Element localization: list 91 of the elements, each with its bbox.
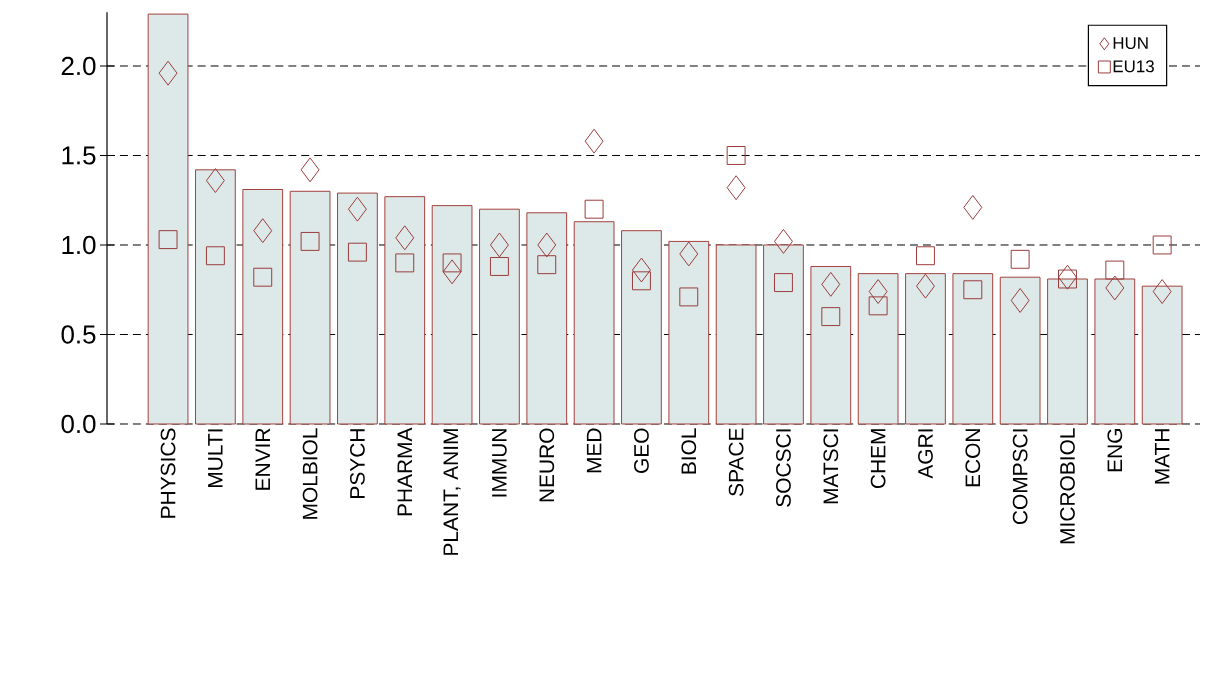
bar (999, 276, 1041, 425)
point (963, 280, 983, 300)
point (631, 257, 651, 283)
y-tick-label: 2.0 (61, 56, 96, 76)
point (205, 168, 225, 194)
point (253, 267, 273, 287)
point (300, 231, 320, 251)
point (347, 242, 367, 262)
x-tick-label: AGRI (918, 429, 933, 479)
point (868, 296, 888, 316)
point (584, 199, 604, 219)
point (963, 194, 983, 220)
point (1152, 235, 1172, 255)
point (537, 232, 557, 258)
bar (952, 273, 994, 425)
point (442, 259, 462, 285)
bar (479, 208, 520, 425)
x-tick-label: MULTI (208, 429, 223, 488)
x-tick-label: MATSCI (823, 429, 839, 504)
x-tick-label: ECON (965, 429, 981, 487)
point (584, 128, 604, 154)
legend-label: EU13 (1113, 60, 1154, 73)
point (916, 273, 935, 299)
point (158, 60, 178, 86)
x-tick-label: IMMUN (492, 429, 507, 497)
bar (905, 273, 946, 425)
x-tick-label: ENVIR (255, 428, 270, 490)
x-tick-label: CHEM (870, 429, 886, 489)
point (489, 232, 509, 258)
x-tick-label: GEO (634, 428, 649, 473)
point (1105, 260, 1125, 280)
point (679, 287, 699, 307)
x-tick-label: BIOL (681, 428, 697, 474)
bar (621, 230, 662, 425)
point (679, 241, 699, 267)
bar (384, 196, 426, 425)
point (726, 146, 746, 165)
x-tick-label: MOLBIOL (302, 428, 318, 519)
point (821, 271, 841, 297)
legend-label: HUN (1113, 37, 1148, 50)
x-tick-label: SOCSCI (776, 429, 791, 507)
bar (668, 240, 710, 425)
point (537, 255, 557, 275)
point (821, 307, 841, 327)
x-tick-label: MED (586, 428, 602, 473)
point (1105, 275, 1125, 301)
point (1010, 288, 1030, 313)
point (205, 246, 225, 266)
x-tick-label: MICROBIOL (1060, 428, 1075, 544)
y-tick-label: 1.0 (62, 235, 96, 255)
x-tick-label: PHARMA (397, 427, 412, 516)
x-tick-label: PHYSICS (160, 428, 176, 518)
point (916, 246, 935, 266)
y-tick-label: 0.5 (61, 325, 96, 344)
point (489, 257, 509, 276)
point (1058, 269, 1077, 289)
bar (147, 13, 189, 425)
point (1152, 279, 1172, 304)
bar (289, 190, 331, 425)
point (347, 196, 367, 222)
bar (337, 192, 378, 425)
x-tick-label: PLANT, ANIM (443, 429, 461, 555)
point (395, 253, 415, 273)
point (773, 273, 793, 293)
point (395, 225, 415, 251)
x-tick-label: SPACE (728, 428, 744, 496)
point (726, 175, 746, 201)
x-tick-label: COMPSCI (1012, 429, 1028, 525)
x-tick-label: ENG (1107, 429, 1123, 472)
point (300, 157, 320, 183)
x-tick-label: PSYCH (350, 429, 365, 498)
bar (857, 273, 899, 425)
point (442, 253, 462, 273)
bar (242, 189, 284, 425)
y-tick-label: 1.5 (62, 146, 96, 165)
bar (195, 169, 236, 425)
bar (573, 221, 615, 425)
bar (526, 212, 568, 425)
point (1058, 264, 1077, 290)
bar (810, 265, 852, 425)
point (253, 218, 273, 244)
point (631, 271, 651, 291)
point (773, 228, 793, 254)
bar (431, 205, 473, 425)
point (868, 279, 888, 304)
y-tick-label: 0.0 (61, 414, 96, 434)
bar (715, 244, 757, 425)
point (1010, 249, 1030, 269)
point (158, 230, 178, 250)
x-tick-label: NEURO (539, 428, 555, 502)
x-tick-label: MATH (1154, 429, 1170, 484)
